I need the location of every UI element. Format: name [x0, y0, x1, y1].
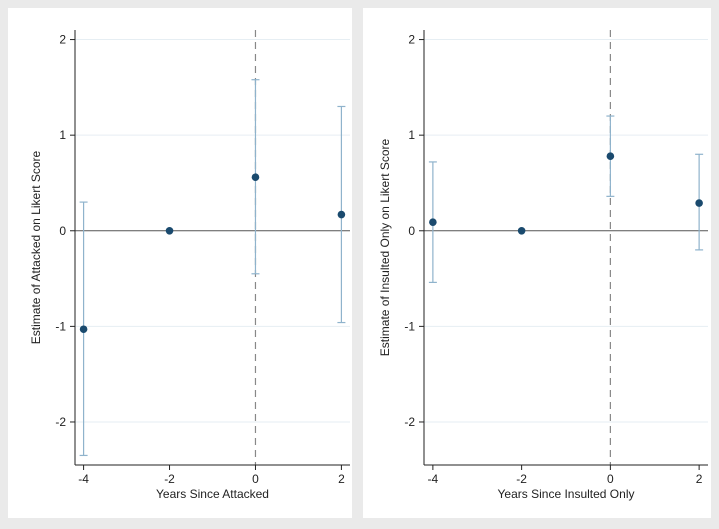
left-point-estimate: [165, 226, 174, 235]
left-x-axis-title: Years Since Attacked: [156, 487, 269, 501]
right-reference-lines: [424, 30, 708, 465]
right-y-tick-label: 0: [408, 224, 415, 238]
right-point-estimate: [606, 152, 615, 160]
right-y-tick-label: -2: [404, 415, 415, 429]
left-axes: -2 -1 0 1 2 -4 -2 0 2: [55, 30, 350, 486]
left-y-tick-label: -2: [55, 415, 66, 429]
left-y-tick-label: 0: [59, 224, 66, 238]
right-y-axis-title: Estimate of Insulted Only on Likert Scor…: [378, 138, 392, 356]
right-x-tick-label: -4: [428, 472, 439, 486]
left-point-estimate: [251, 173, 260, 182]
right-y-tick-label: 2: [408, 33, 415, 47]
left-y-tick-label: -1: [55, 319, 66, 333]
right-grid: [424, 39, 708, 423]
left-x-tick-label: 2: [338, 472, 345, 486]
right-point-estimate: [695, 199, 703, 207]
left-y-tick-label: 2: [59, 33, 66, 47]
right-x-tick-label: 0: [607, 472, 614, 486]
right-x-tick-label: -2: [516, 472, 527, 486]
left-x-tick-label: -2: [164, 472, 175, 486]
left-point-estimate: [79, 325, 88, 334]
left-grid: [75, 39, 350, 423]
right-axes: -2 -1 0 1 2 -4 -2 0 2: [404, 30, 708, 486]
left-y-tick-label: 1: [59, 128, 66, 142]
right-y-tick-label: 1: [408, 128, 415, 142]
left-y-axis-title: Estimate of Attacked on Likert Score: [29, 150, 43, 344]
right-point-estimate: [429, 218, 437, 226]
right-marks: [428, 115, 704, 283]
right-x-tick-label: 2: [696, 472, 703, 486]
left-point-estimate: [337, 210, 346, 219]
left-plot-area: [8, 8, 352, 518]
left-x-tick-label: -4: [78, 472, 89, 486]
left-panel: -2 -1 0 1 2 -4 -2 0 2 Years Since Attacked Estim…: [8, 8, 352, 518]
right-plot-area: [363, 8, 711, 518]
right-y-tick-label: -1: [404, 319, 415, 333]
left-marks: [79, 79, 346, 457]
right-point-estimate: [517, 226, 526, 235]
left-x-tick-label: 0: [252, 472, 259, 486]
right-x-axis-title: Years Since Insulted Only: [498, 487, 635, 501]
